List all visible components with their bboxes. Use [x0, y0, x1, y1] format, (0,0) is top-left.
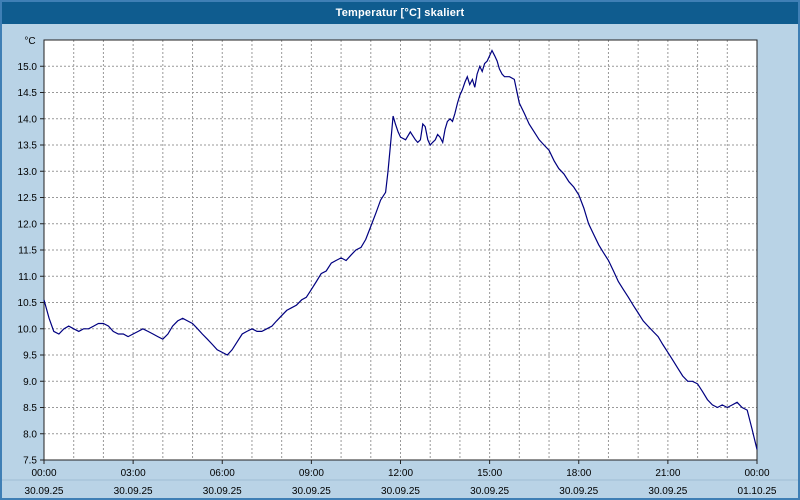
x-tick-date-label: 30.09.25 [114, 486, 153, 497]
x-tick-date-label: 30.09.25 [203, 486, 242, 497]
x-tick-date-label: 30.09.25 [470, 486, 509, 497]
x-tick-date-label: 30.09.25 [25, 486, 64, 497]
y-tick-label: 12.5 [18, 193, 38, 204]
y-tick-label: 9.0 [23, 377, 37, 388]
y-tick-label: 12.0 [18, 219, 38, 230]
x-tick-time-label: 00:00 [31, 468, 56, 479]
y-tick-label: 14.0 [18, 114, 38, 125]
x-tick-time-label: 06:00 [210, 468, 235, 479]
x-tick-time-label: 09:00 [299, 468, 324, 479]
x-tick-time-label: 18:00 [566, 468, 591, 479]
x-tick-date-label: 30.09.25 [648, 486, 687, 497]
y-tick-label: 10.5 [18, 298, 38, 309]
y-tick-label: 13.0 [18, 167, 38, 178]
y-tick-label: 11.5 [18, 246, 37, 257]
y-tick-label: 15.0 [18, 62, 38, 73]
y-tick-label: 10.0 [18, 324, 38, 335]
y-tick-label: 8.5 [23, 403, 37, 414]
x-tick-date-label: 01.10.25 [738, 486, 777, 497]
y-tick-label: 9.5 [23, 351, 37, 362]
axis-labels: 7.5 8.0 8.5 9.0 9.5 10.0 10.5 11.0 11.5 12.0 12.5 1… [18, 36, 777, 497]
temperature-line [43, 49, 758, 450]
y-axis-unit-label: °C [24, 36, 35, 47]
x-tick-time-label: 00:00 [744, 468, 769, 479]
chart-area: 7.5 8.0 8.5 9.0 9.5 10.0 10.5 11.0 11.5 12.0 12.5 1… [2, 24, 798, 498]
y-tick-label: 13.5 [18, 141, 38, 152]
y-tick-label: 7.5 [23, 456, 37, 467]
x-tick-date-label: 30.09.25 [292, 486, 331, 497]
x-tick-date-label: 30.09.25 [381, 486, 420, 497]
x-tick-time-label: 15:00 [477, 468, 502, 479]
title-bar[interactable]: Temperatur [°C] skaliert [2, 2, 798, 24]
y-tick-label: 11.0 [18, 272, 37, 283]
y-tick-label: 8.0 [23, 429, 37, 440]
chart-svg[interactable]: 7.5 8.0 8.5 9.0 9.5 10.0 10.5 11.0 11.5 12.0 12.5 1… [2, 24, 798, 498]
axis-ticks [40, 65, 758, 464]
x-tick-time-label: 03:00 [121, 468, 146, 479]
grid-lines [44, 40, 757, 460]
window-title: Temperatur [°C] skaliert [335, 7, 465, 19]
x-tick-date-label: 30.09.25 [559, 486, 598, 497]
x-tick-time-label: 12:00 [388, 468, 413, 479]
x-tick-time-label: 21:00 [655, 468, 680, 479]
y-tick-label: 14.5 [18, 88, 38, 99]
